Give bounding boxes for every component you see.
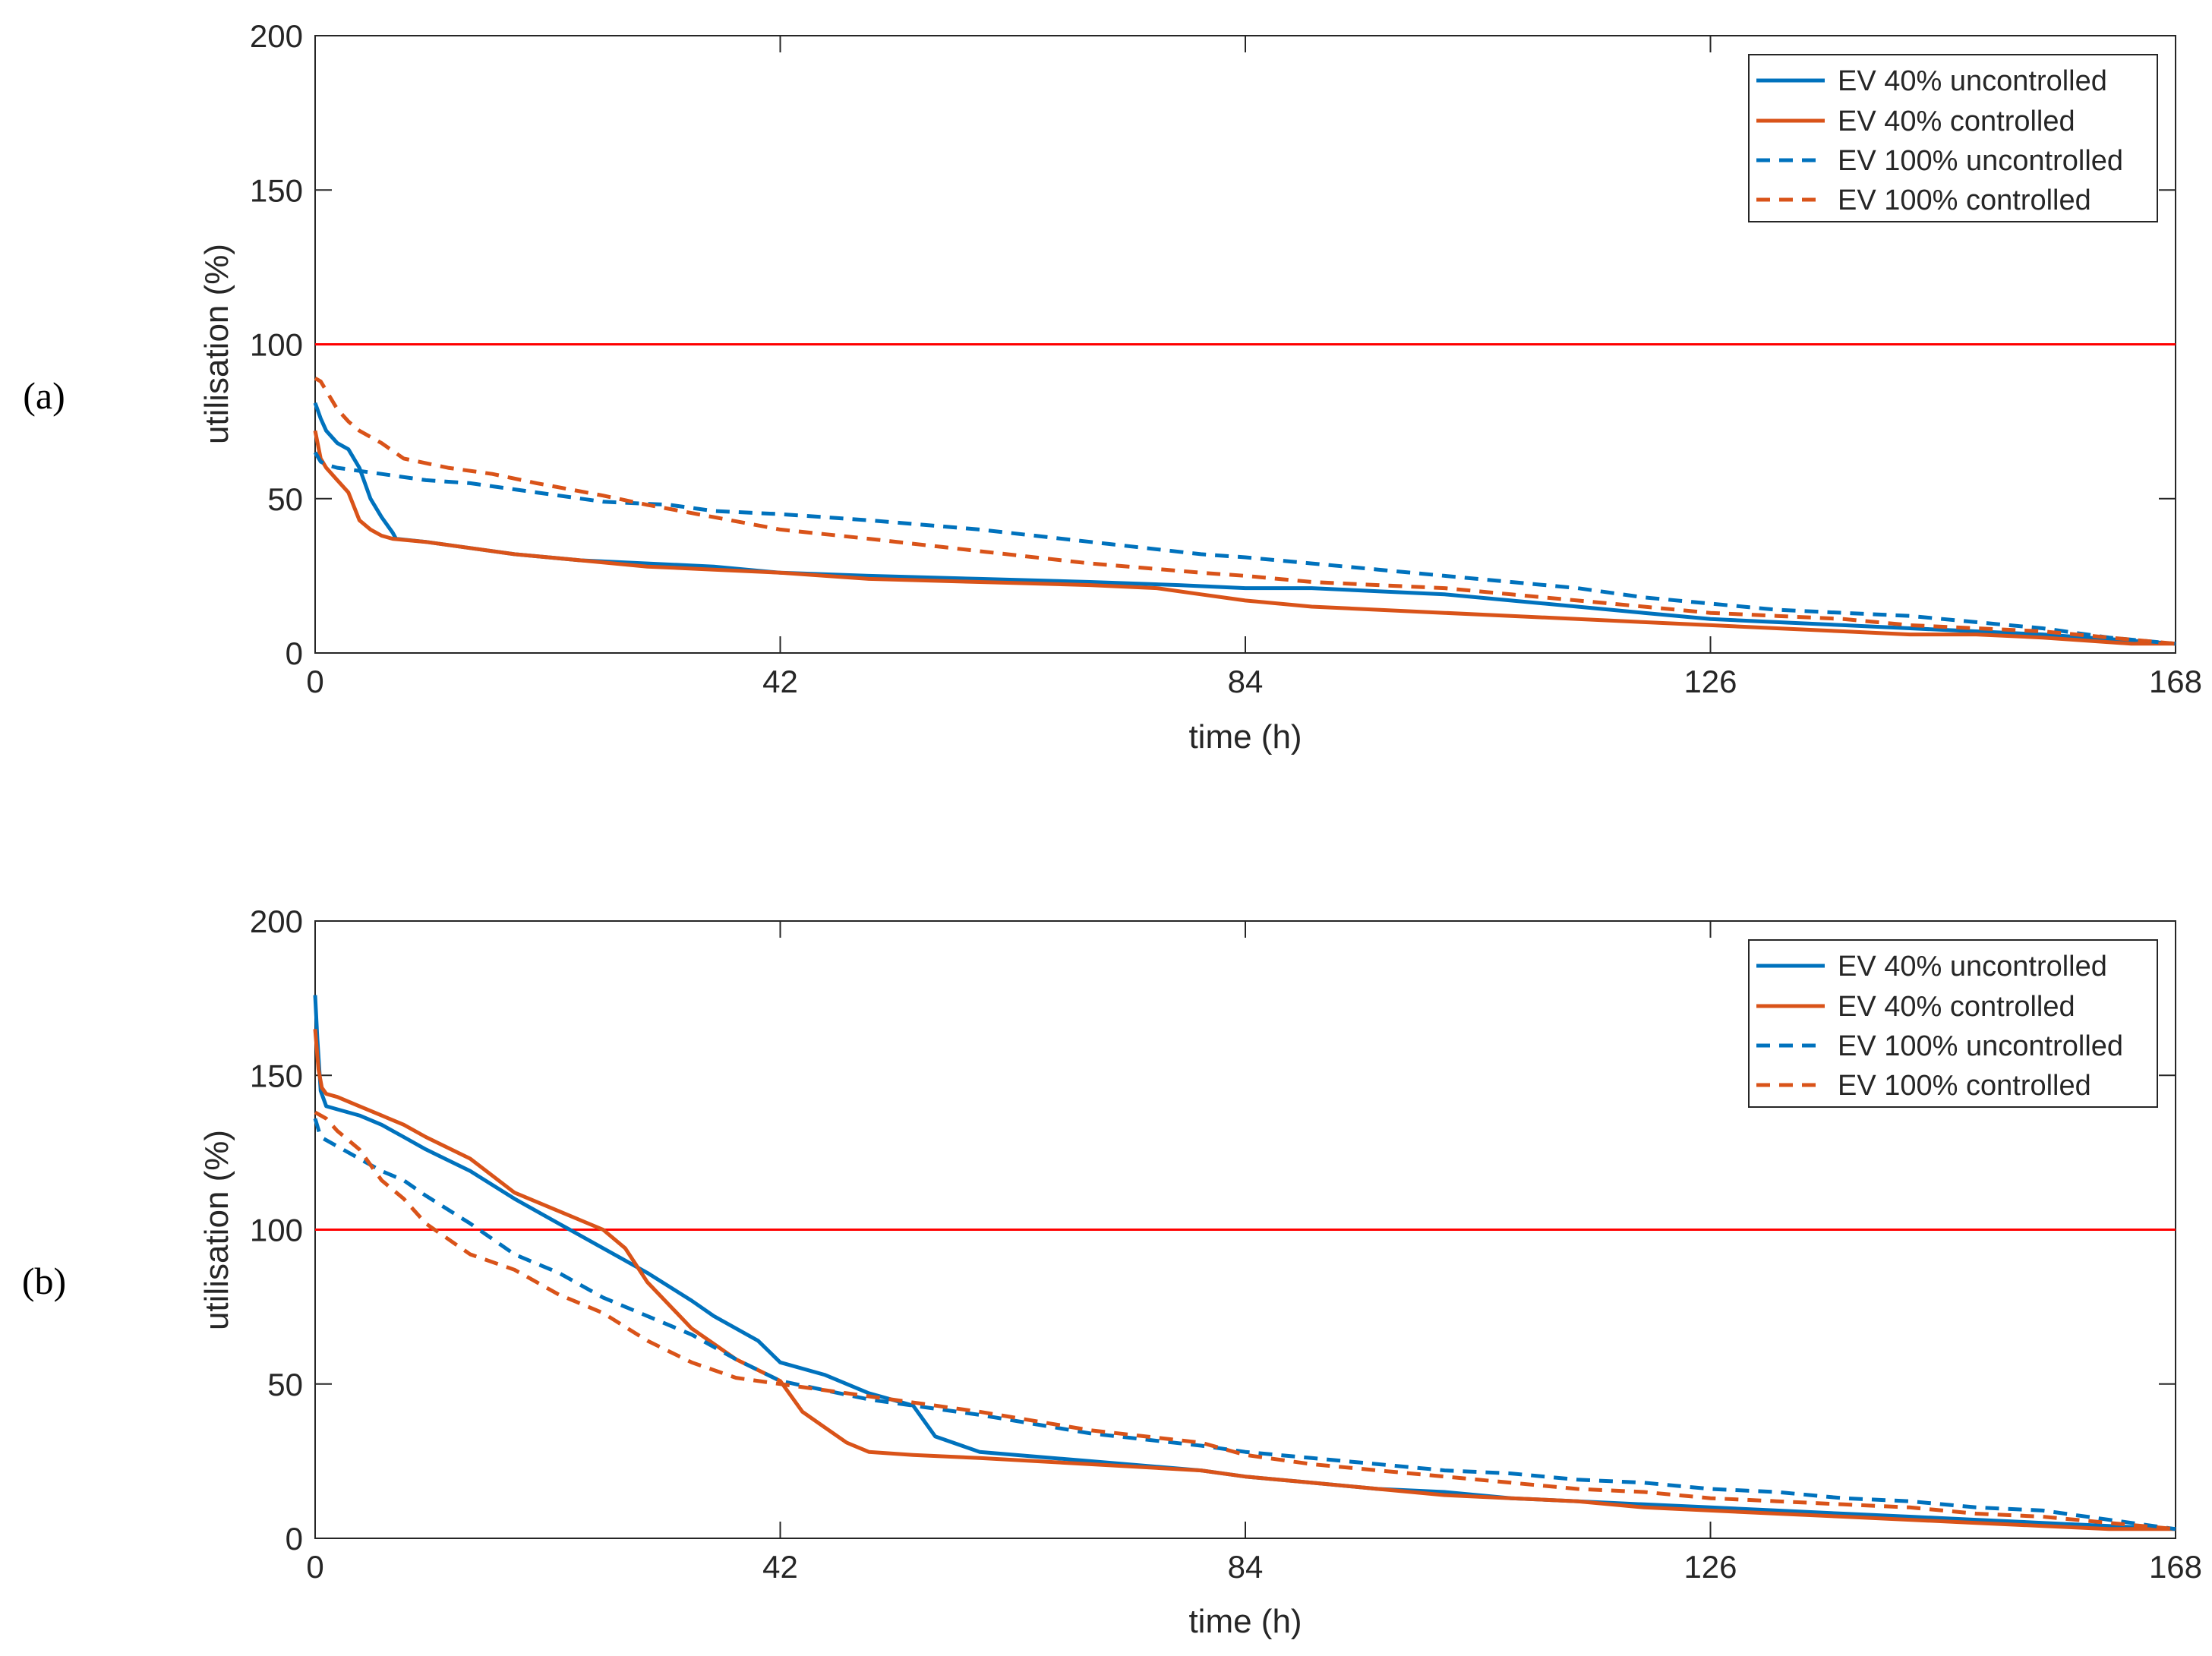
legend-label-a-3: EV 100% controlled — [1838, 185, 2091, 216]
ticks-a: 0 42 84 126 168 0 50 100 150 200 — [250, 18, 2202, 699]
series-line-b-3 — [314, 1110, 2176, 1531]
y-tick-label-b-0: 0 — [286, 1521, 303, 1557]
y-tick-label-b-3: 150 — [250, 1058, 303, 1093]
panel-a-letter: (a) — [23, 374, 65, 417]
panel-a: (a) 0 42 84 126 168 0 50 100 150 200 time (h) uti… — [23, 18, 2202, 755]
x-axis-label-a: time (h) — [1188, 718, 1302, 755]
y-tick-label-a-4: 200 — [250, 18, 303, 54]
x-tick-label-a-4: 168 — [2149, 664, 2202, 699]
series-layer-a — [313, 343, 2176, 646]
x-tick-label-b-4: 168 — [2149, 1549, 2202, 1585]
y-tick-label-a-1: 50 — [267, 481, 303, 517]
legend-label-b-1: EV 40% controlled — [1838, 991, 2075, 1023]
legend-label-b-0: EV 40% uncontrolled — [1838, 951, 2107, 983]
legend-box-b — [1748, 939, 2158, 1108]
y-tick-label-b-1: 50 — [267, 1367, 303, 1402]
y-tick-label-b-4: 200 — [250, 904, 303, 939]
x-tick-label-a-1: 42 — [762, 664, 798, 699]
series-line-b-1 — [313, 1029, 2176, 1531]
x-tick-label-a-0: 0 — [306, 664, 323, 699]
y-tick-label-a-2: 100 — [250, 327, 303, 363]
series-layer-b — [313, 995, 2176, 1531]
ticks-b: 0 42 84 126 168 0 50 100 150 200 — [250, 904, 2202, 1585]
x-tick-label-b-2: 84 — [1228, 1549, 1264, 1585]
y-tick-label-b-2: 100 — [250, 1213, 303, 1248]
y-axis-label-a: utilisation (%) — [198, 244, 235, 444]
panel-b-letter: (b) — [22, 1260, 66, 1302]
legend-label-b-3: EV 100% controlled — [1838, 1070, 2091, 1102]
x-tick-label-a-3: 126 — [1683, 664, 1737, 699]
legend-a: EV 40% uncontrolled EV 40% controlled EV… — [1748, 54, 2158, 222]
x-tick-label-a-2: 84 — [1228, 664, 1264, 699]
series-line-a-0 — [313, 402, 2176, 646]
x-tick-label-b-1: 42 — [762, 1549, 798, 1585]
series-line-a-2 — [313, 451, 2176, 646]
legend-label-a-2: EV 100% uncontrolled — [1838, 145, 2123, 177]
series-line-a-3 — [314, 377, 2176, 646]
x-tick-label-b-3: 126 — [1683, 1549, 1737, 1585]
x-axis-label-b: time (h) — [1188, 1603, 1302, 1640]
series-line-a-1 — [313, 430, 2176, 646]
legend-label-b-2: EV 100% uncontrolled — [1838, 1030, 2123, 1062]
legend-label-a-1: EV 40% controlled — [1838, 106, 2075, 137]
panel-b: (b) 0 42 84 126 168 0 50 100 150 200 time (h) uti… — [22, 904, 2202, 1640]
x-tick-label-b-0: 0 — [306, 1549, 323, 1585]
y-tick-label-a-3: 150 — [250, 172, 303, 208]
legend-label-a-0: EV 40% uncontrolled — [1838, 65, 2107, 97]
y-tick-label-a-0: 0 — [286, 636, 303, 671]
legend-b: EV 40% uncontrolled EV 40% controlled EV… — [1748, 939, 2158, 1108]
y-axis-label-b: utilisation (%) — [198, 1130, 235, 1330]
legend-box-a — [1748, 54, 2158, 222]
